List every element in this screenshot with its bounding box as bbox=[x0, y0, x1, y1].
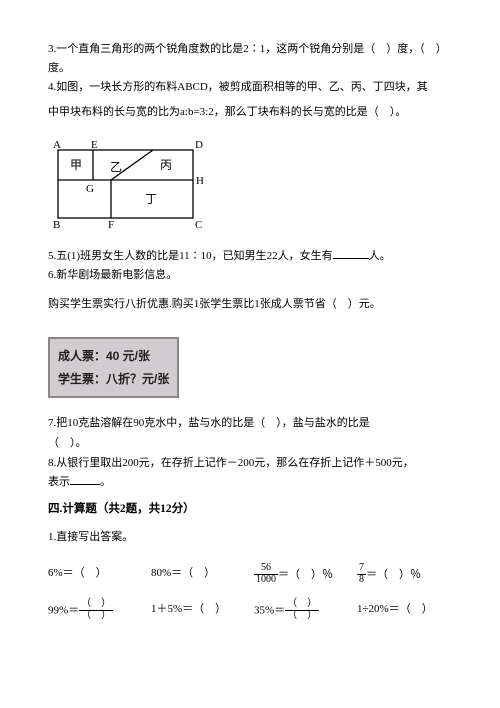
r2c4: 1÷20%＝（ ） bbox=[357, 600, 460, 622]
r1c4-eq: ＝（ ）％ bbox=[366, 569, 421, 581]
worksheet-page: 3.一个直角三角形的两个锐角度数的比是2∶1，这两个锐角分别是（ ）度，（ ）度… bbox=[0, 0, 500, 642]
student-line: 学生票：八折？元/张 bbox=[58, 368, 169, 391]
label-H: H bbox=[196, 175, 203, 187]
r1c1: 6%＝（ ） bbox=[48, 564, 151, 586]
fabric-figure: A E D G H B F C 甲 乙 丙 丁 bbox=[48, 136, 460, 231]
ticket-box: 成人票：40 元/张 学生票：八折？元/张 bbox=[48, 337, 179, 399]
frac-7-8: 7 8 bbox=[357, 563, 366, 585]
label-ding: 丁 bbox=[145, 192, 157, 206]
section4-title: 四.计算题（共2题，共12分） bbox=[48, 500, 460, 520]
r1c4: 7 8 ＝（ ）％ bbox=[357, 564, 460, 586]
label-D: D bbox=[195, 139, 203, 151]
label-yi: 乙 bbox=[110, 160, 122, 174]
q3: 3.一个直角三角形的两个锐角度数的比是2∶1，这两个锐角分别是（ ）度，（ ）度… bbox=[48, 40, 460, 77]
calc-row-1: 6%＝（ ） 80%＝（ ） 56 1000 ＝（ ）％ 7 8 ＝（ ）％ bbox=[48, 564, 460, 586]
calc-row-2: 99%＝ （ ）（ ） 1＋5%＝（ ） 35%＝ （ ）（ ） 1÷20%＝（… bbox=[48, 600, 460, 622]
label-F: F bbox=[108, 219, 114, 231]
q6-line1: 6.新华剧场最新电影信息。 bbox=[48, 266, 460, 285]
label-bing: 丙 bbox=[160, 158, 172, 172]
r2c2: 1＋5%＝（ ） bbox=[151, 600, 254, 622]
q5-suffix: 人。 bbox=[369, 250, 391, 262]
q8-line1: 8.从银行里取出200元，在存折上记作－200元，那么在存折上记作＋500元， bbox=[48, 454, 460, 473]
q5: 5.五(1)班男女生人数的比是11∶10，已知男生22人，女生有 人。 bbox=[48, 247, 460, 266]
label-jia: 甲 bbox=[70, 158, 82, 172]
q8-blank bbox=[70, 484, 100, 485]
adult-line: 成人票：40 元/张 bbox=[58, 345, 169, 368]
q6-line2: 购买学生票实行八折优惠.购买1张学生票比1张成人票节省（ ）元。 bbox=[48, 295, 460, 314]
q8-suffix: 。 bbox=[100, 476, 111, 488]
q8-label: 表示 bbox=[48, 476, 70, 488]
q5-prefix: 5.五(1)班男女生人数的比是11∶10，已知男生22人，女生有 bbox=[48, 250, 333, 262]
r2c3: 35%＝ （ ）（ ） bbox=[254, 600, 357, 622]
frac-blank-1: （ ）（ ） bbox=[79, 599, 113, 621]
r1c2: 80%＝（ ） bbox=[151, 564, 254, 586]
label-A: A bbox=[53, 139, 61, 151]
q7-line2: （ ）。 bbox=[48, 434, 460, 453]
frac-blank-2: （ ）（ ） bbox=[285, 599, 319, 621]
frac-56-1000: 56 1000 bbox=[254, 563, 278, 585]
q8-line2: 表示 。 bbox=[48, 473, 460, 492]
label-G: G bbox=[86, 183, 94, 195]
label-E: E bbox=[91, 139, 98, 151]
label-B: B bbox=[53, 219, 60, 231]
r1c3: 56 1000 ＝（ ）％ bbox=[254, 564, 357, 586]
r1c3-eq: ＝（ ）％ bbox=[278, 569, 333, 581]
q4-line2: 中甲块布料的长与宽的比为a:b=3:2，那么丁块布料的长与宽的比是（ ）。 bbox=[48, 103, 460, 122]
q7-line1: 7.把10克盐溶解在90克水中，盐与水的比是（ ），盐与盐水的比是 bbox=[48, 414, 460, 433]
q4-line1: 4.如图，一块长方形的布料ABCD，被剪成面积相等的甲、乙、丙、丁四块，其 bbox=[48, 78, 460, 97]
q5-blank bbox=[333, 258, 369, 259]
calc-subtitle: 1.直接写出答案。 bbox=[48, 528, 460, 547]
r2c1: 99%＝ （ ）（ ） bbox=[48, 600, 151, 622]
label-C: C bbox=[195, 219, 202, 231]
